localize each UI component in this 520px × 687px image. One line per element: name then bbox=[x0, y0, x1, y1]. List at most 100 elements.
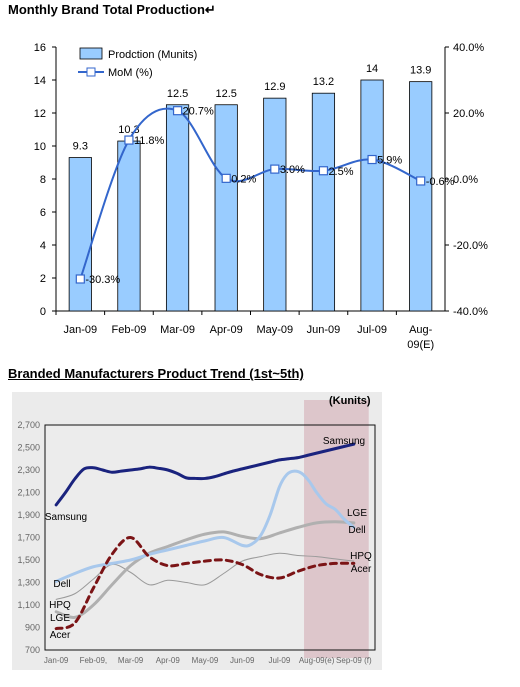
series-label-lge: LGE bbox=[50, 613, 70, 624]
mom-value-label: 5.9% bbox=[377, 155, 402, 167]
mom-marker bbox=[318, 166, 329, 176]
y-left-tick-label: 16 bbox=[34, 42, 46, 54]
y-left-tick-label: 8 bbox=[40, 174, 46, 186]
x-tick-label: Sep-09 (f) bbox=[336, 656, 372, 665]
y-left-tick-label: 10 bbox=[34, 141, 46, 153]
bar-value-label: 12.9 bbox=[264, 81, 285, 93]
y-right-tick-label: 20.0% bbox=[453, 108, 484, 120]
production-bar bbox=[409, 81, 433, 312]
production-bar bbox=[68, 157, 92, 312]
x-tick-label: Jun-09 bbox=[230, 656, 255, 665]
legend-bar-label: Prodction (Munits) bbox=[108, 49, 197, 61]
y-left-tick-label: 2 bbox=[40, 273, 46, 285]
x-tick-label: May-09 bbox=[256, 324, 293, 336]
legend-line-marker bbox=[86, 67, 96, 77]
y-tick-label: 700 bbox=[25, 645, 40, 655]
legend-line-label: MoM (%) bbox=[108, 67, 153, 79]
mom-marker bbox=[221, 173, 231, 183]
bar-value-label: 12.5 bbox=[167, 88, 188, 100]
x-tick-label: Aug- bbox=[409, 324, 433, 336]
y-tick-label: 1,100 bbox=[17, 600, 40, 610]
bar-value-label: 14 bbox=[366, 63, 378, 75]
series-line-acer bbox=[54, 536, 356, 631]
series-label-hpq: HPQ bbox=[49, 600, 71, 611]
series-label-dell: Dell bbox=[348, 525, 365, 536]
mom-marker bbox=[416, 176, 426, 186]
unit-label: (Kunits) bbox=[329, 395, 371, 407]
y-left-tick-label: 12 bbox=[34, 108, 46, 120]
series-label-hpq: HPQ bbox=[350, 551, 372, 562]
forecast-highlight bbox=[304, 400, 369, 658]
series-line-lge bbox=[54, 469, 356, 583]
production-bar bbox=[117, 140, 141, 312]
production-bar bbox=[263, 97, 287, 312]
y-right-tick-label: -20.0% bbox=[453, 240, 488, 252]
series-line-dell bbox=[54, 520, 356, 619]
y-left-tick-label: 14 bbox=[34, 75, 46, 87]
bar-value-label: 9.3 bbox=[73, 141, 88, 153]
y-tick-label: 1,300 bbox=[17, 578, 40, 588]
series-label-acer: Acer bbox=[50, 630, 71, 641]
series-label-samsung: Samsung bbox=[323, 436, 365, 447]
series-label-acer: Acer bbox=[351, 564, 372, 575]
y-left-tick-label: 4 bbox=[40, 240, 46, 252]
series-label-lge: LGE bbox=[347, 508, 367, 519]
y-tick-label: 1,700 bbox=[17, 533, 40, 543]
x-tick-label: Apr-09 bbox=[156, 656, 181, 665]
x-tick-label: Feb-09, bbox=[80, 656, 108, 665]
x-tick-label: Jan-09 bbox=[63, 324, 97, 336]
x-tick-label: Apr-09 bbox=[210, 324, 243, 336]
trend-chart: (Kunits) 700 900 1,100 1,300 1,500 1,700 1,900 2… bbox=[12, 392, 382, 670]
mom-marker bbox=[270, 164, 280, 174]
mom-value-label: 0.2% bbox=[231, 173, 256, 185]
mom-marker bbox=[124, 135, 134, 145]
x-tick-label: May-09 bbox=[192, 656, 219, 665]
x-tick-label: Jun-09 bbox=[307, 324, 341, 336]
y-tick-label: 2,500 bbox=[17, 443, 40, 453]
y-right-tick-label: 40.0% bbox=[453, 42, 484, 54]
mom-marker bbox=[75, 274, 85, 284]
y-tick-label: 2,100 bbox=[17, 488, 40, 498]
chart1-title: Monthly Brand Total Production↵ bbox=[8, 2, 216, 17]
trend-plot-border bbox=[44, 424, 376, 651]
y-tick-label: 2,700 bbox=[17, 420, 40, 430]
production-chart: 0 2 4 6 8 10 12 14 16 -40.0% -20.0% 0.0% 20.0% 40.0% 9… bbox=[34, 42, 488, 351]
production-bar bbox=[360, 79, 384, 312]
mom-value-label: -0.6% bbox=[426, 176, 455, 188]
x-tick-label: Mar-09 bbox=[160, 324, 195, 336]
mom-value-label: 3.0% bbox=[280, 164, 305, 176]
y-right-tick-label: -40.0% bbox=[453, 306, 488, 318]
x-tick-label: Jul-09 bbox=[357, 324, 387, 336]
mom-value-label: 20.7% bbox=[183, 106, 214, 118]
series-line-samsung bbox=[54, 442, 356, 507]
mom-marker bbox=[172, 106, 183, 116]
y-tick-label: 900 bbox=[25, 623, 40, 633]
series-line-hpq bbox=[55, 552, 355, 600]
series-label-dell: Dell bbox=[53, 579, 70, 590]
y-left-tick-label: 6 bbox=[40, 207, 46, 219]
x-tick-label: Mar-09 bbox=[118, 656, 144, 665]
legend-bar-swatch bbox=[79, 47, 103, 60]
x-tick-label: Jan-09 bbox=[44, 656, 69, 665]
y-tick-label: 1,900 bbox=[17, 510, 40, 520]
y-tick-label: 1,500 bbox=[17, 555, 40, 565]
mom-value-label: -30.3% bbox=[85, 274, 120, 286]
x-tick-label: Aug-09(e) bbox=[299, 656, 335, 665]
bar-value-label: 13.2 bbox=[313, 76, 334, 88]
chart2-title: Branded Manufacturers Product Trend (1st… bbox=[8, 366, 304, 381]
mom-value-label: 2.5% bbox=[328, 166, 353, 178]
x-tick-label: 09(E) bbox=[407, 339, 434, 351]
production-bar bbox=[165, 104, 190, 312]
y-tick-label: 2,300 bbox=[17, 465, 40, 475]
mom-value-label: 11.8% bbox=[134, 135, 165, 147]
production-bar bbox=[311, 92, 336, 312]
y-right-tick-label: 0.0% bbox=[453, 174, 478, 186]
bar-value-label: 12.5 bbox=[215, 88, 236, 100]
series-label-samsung: Samsung bbox=[45, 512, 87, 523]
bar-value-label: 13.9 bbox=[410, 65, 431, 77]
production-bar bbox=[214, 104, 238, 312]
x-tick-label: Feb-09 bbox=[112, 324, 147, 336]
y-left-tick-label: 0 bbox=[40, 306, 46, 318]
mom-marker bbox=[367, 154, 377, 165]
x-tick-label: Jul-09 bbox=[269, 656, 291, 665]
